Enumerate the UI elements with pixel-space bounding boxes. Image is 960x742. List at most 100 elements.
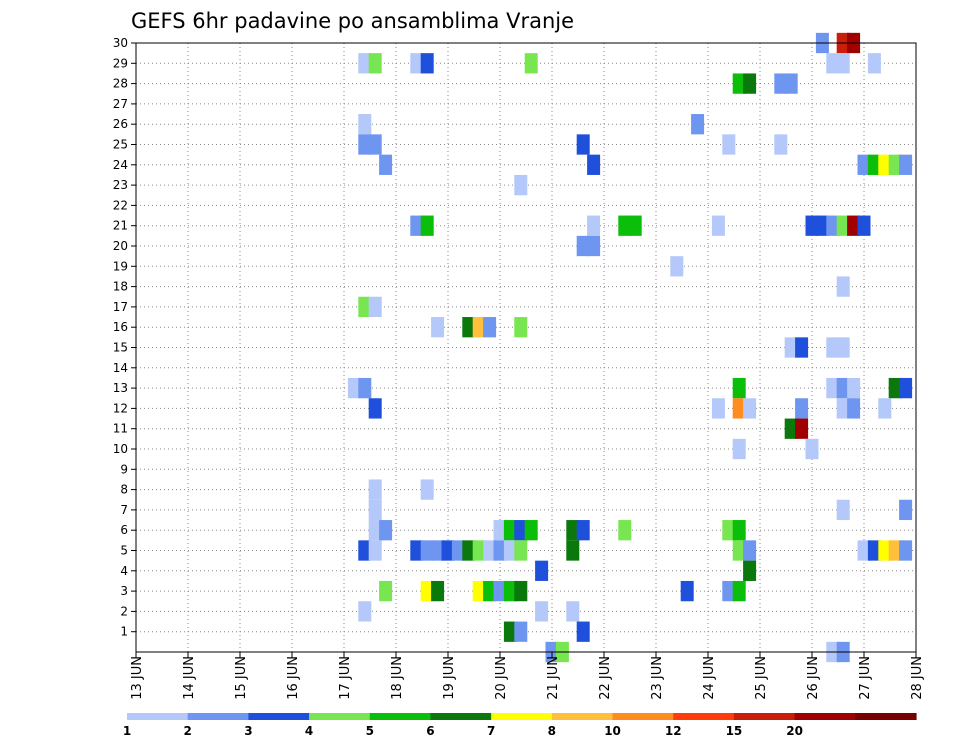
colorbar-segment [491, 713, 553, 720]
data-cell [514, 317, 528, 338]
data-cell [566, 540, 580, 561]
data-cell [368, 53, 382, 74]
x-tick-label: 19 JUN [442, 656, 457, 700]
y-tick-label: 11 [113, 422, 128, 436]
data-cell [743, 540, 757, 561]
y-tick-label: 14 [113, 361, 128, 375]
y-tick-label: 8 [120, 483, 128, 497]
x-tick-label: 17 JUN [338, 656, 353, 700]
data-cells [347, 32, 913, 663]
y-tick-label: 19 [113, 259, 128, 273]
data-cell [711, 398, 725, 419]
data-cell [722, 580, 736, 602]
y-tick-label: 29 [113, 56, 128, 70]
data-cell [680, 580, 694, 602]
colorbar-segment [612, 713, 674, 720]
y-tick-label: 22 [113, 198, 128, 212]
data-cell [711, 215, 725, 236]
x-tick-label: 14 JUN [182, 656, 197, 700]
data-cell [431, 317, 445, 338]
colorbar-label: 1 [123, 724, 131, 738]
x-tick-label: 28 JUN [910, 656, 925, 700]
data-cell [878, 540, 892, 561]
data-cell [576, 621, 590, 642]
data-cell [847, 398, 861, 419]
data-cell [743, 560, 757, 581]
y-tick-label: 6 [120, 523, 128, 537]
data-cell [493, 520, 507, 541]
colorbar-segment [733, 713, 796, 720]
data-cell [576, 134, 590, 155]
data-cell [670, 256, 684, 277]
data-cell [836, 337, 850, 358]
data-cell [524, 520, 538, 541]
chart-title: GEFS 6hr padavine po ansamblima Vranje [131, 9, 574, 33]
y-tick-label: 12 [113, 401, 128, 415]
y-tick-label: 9 [120, 462, 128, 476]
data-cell [503, 520, 517, 541]
colorbar: 1 2 3 4 5 6 7 8 10 12 15 20 [123, 713, 917, 738]
colorbar-label: 5 [366, 724, 374, 738]
data-cell [836, 276, 850, 297]
data-cell [368, 134, 382, 155]
data-cell [358, 601, 372, 622]
data-cell [410, 53, 424, 74]
data-cell [462, 317, 476, 338]
y-tick-label: 27 [113, 97, 128, 111]
y-tick-label: 2 [120, 604, 128, 618]
data-cell [857, 540, 871, 561]
x-tick-label: 23 JUN [650, 656, 665, 700]
data-cell [514, 540, 528, 561]
colorbar-segment [248, 713, 310, 720]
data-cell [503, 621, 517, 642]
data-cell [836, 499, 850, 521]
colorbar-segment [430, 713, 492, 720]
data-cell [566, 520, 580, 541]
x-tick-label: 21 JUN [546, 656, 561, 700]
data-cell [472, 540, 486, 561]
data-cell [628, 215, 642, 236]
colorbar-label: 2 [184, 724, 192, 738]
data-cell [587, 215, 601, 236]
data-cell [878, 398, 892, 419]
data-cell [472, 317, 486, 338]
data-cell [451, 540, 465, 561]
data-cell [514, 174, 528, 196]
data-cell [857, 215, 871, 236]
x-tick-label: 24 JUN [702, 656, 717, 700]
data-cell [514, 580, 528, 602]
data-cell [743, 398, 757, 419]
data-cell [358, 296, 372, 318]
y-tick-label: 1 [120, 625, 128, 639]
data-cell [815, 215, 829, 236]
data-cell [774, 134, 788, 155]
y-tick-label: 25 [113, 138, 128, 152]
data-cell [503, 580, 517, 602]
data-cell [587, 235, 601, 257]
data-cell [503, 540, 517, 561]
x-tick-label: 26 JUN [806, 656, 821, 700]
x-tick-label: 25 JUN [754, 656, 769, 700]
x-tick-label: 13 JUN [130, 656, 145, 700]
data-cell [420, 215, 434, 236]
y-tick-label: 13 [113, 381, 128, 395]
data-cell [826, 377, 840, 399]
data-cell [483, 540, 497, 561]
data-cell [774, 73, 788, 94]
data-cell [795, 337, 809, 358]
data-cell [566, 601, 580, 622]
colorbar-segment [127, 713, 189, 720]
y-tick-label: 18 [113, 280, 128, 294]
data-cell [732, 398, 746, 419]
data-cell [420, 540, 434, 561]
data-cell [576, 235, 590, 257]
colorbar-label: 8 [548, 724, 556, 738]
data-cell [784, 418, 798, 439]
data-cell [847, 215, 861, 236]
data-cell [888, 540, 902, 561]
data-cell [358, 53, 372, 74]
data-cell [691, 114, 705, 135]
y-tick-label: 16 [113, 320, 128, 334]
data-cell [732, 540, 746, 561]
data-cell [379, 520, 393, 541]
